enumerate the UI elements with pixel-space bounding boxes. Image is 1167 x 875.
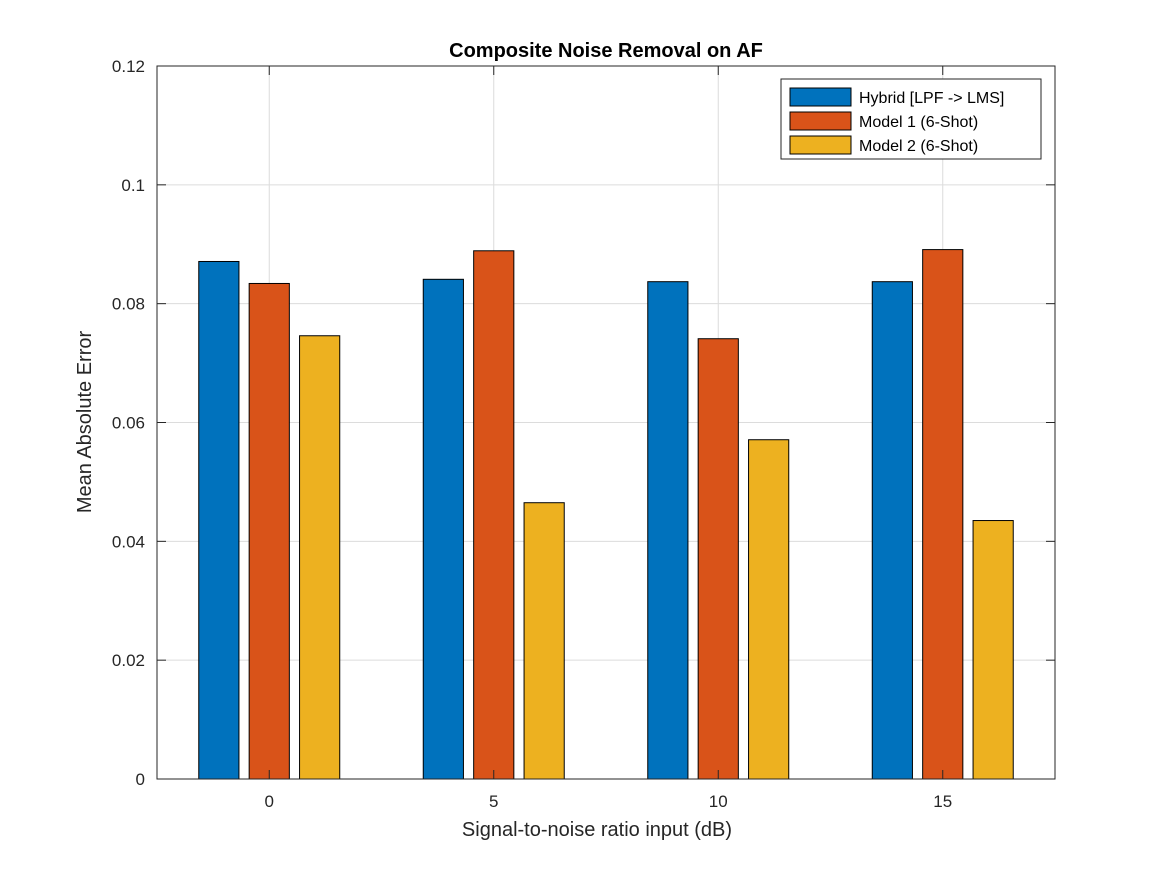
y-tick-label: 0.1 bbox=[121, 176, 145, 195]
bar-hybrid-0 bbox=[198, 260, 240, 780]
legend-swatch-hybrid bbox=[789, 87, 852, 107]
y-tick-label: 0.06 bbox=[112, 414, 145, 433]
y-tick-label: 0.08 bbox=[112, 295, 145, 314]
bars bbox=[198, 249, 1014, 780]
bar-hybrid-15 bbox=[871, 281, 913, 780]
x-axis-ticks: 0 5 10 15 bbox=[265, 66, 952, 811]
legend-swatch-model-1 bbox=[789, 111, 852, 131]
x-tick-label: 15 bbox=[933, 792, 952, 811]
x-tick-label: 5 bbox=[489, 792, 498, 811]
legend-swatch-model-2 bbox=[789, 135, 852, 155]
bar-model-1-0 bbox=[248, 282, 290, 780]
bar-hybrid-10 bbox=[647, 281, 689, 780]
x-tick-label: 0 bbox=[265, 792, 274, 811]
bar-model-2-10 bbox=[748, 439, 790, 780]
bar-hybrid-5 bbox=[422, 278, 464, 780]
chart-title: Composite Noise Removal on AF bbox=[449, 40, 763, 62]
bar-model-1-10 bbox=[697, 338, 739, 780]
y-tick-label: 0.04 bbox=[112, 532, 145, 551]
bar-model-2-5 bbox=[523, 502, 565, 780]
y-tick-label: 0 bbox=[136, 770, 145, 789]
bar-model-2-15 bbox=[972, 520, 1014, 780]
bar-model-2-0 bbox=[299, 335, 341, 780]
bar-model-1-15 bbox=[922, 249, 964, 780]
legend: Hybrid [LPF -> LMS] Model 1 (6-Shot) Mod… bbox=[780, 78, 1042, 160]
legend-label-hybrid: Hybrid [LPF -> LMS] bbox=[859, 90, 1004, 107]
legend-label-model-1: Model 1 (6-Shot) bbox=[859, 114, 978, 131]
y-tick-label: 0.12 bbox=[112, 57, 145, 76]
legend-label-model-2: Model 2 (6-Shot) bbox=[859, 138, 978, 155]
y-axis-ticks: 0 0.02 0.04 0.06 0.08 0.1 0.12 bbox=[112, 57, 1055, 789]
bar-model-1-5 bbox=[473, 250, 515, 780]
x-tick-label: 10 bbox=[709, 792, 728, 811]
y-axis-label: Mean Absolute Error bbox=[74, 331, 96, 514]
y-tick-label: 0.02 bbox=[112, 651, 145, 670]
x-axis-label: Signal-to-noise ratio input (dB) bbox=[462, 819, 732, 841]
